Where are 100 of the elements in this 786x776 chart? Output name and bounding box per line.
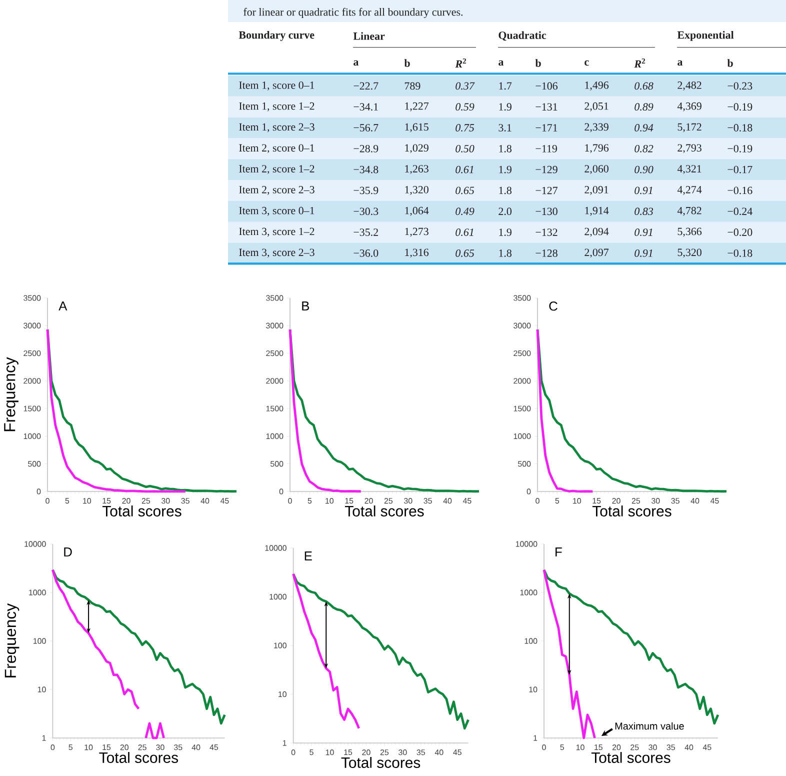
text: 0.50 (456, 144, 474, 152)
text: −171 (536, 124, 558, 132)
text: 1,227 (405, 102, 429, 112)
text: 0.94 (634, 124, 654, 132)
text: b (727, 59, 733, 67)
text: −0.16 (728, 186, 752, 194)
x-axis-title: Total scores (102, 505, 182, 516)
text: 2,060 (584, 165, 608, 174)
text: 2,339 (584, 123, 608, 132)
x-axis-title: Total scores (341, 756, 420, 768)
text: 5,366 (678, 228, 702, 237)
text: a (354, 60, 359, 66)
text: Item 3, score 0–1 (239, 206, 314, 216)
chart-title: C (549, 302, 558, 311)
text: −119 (536, 144, 557, 152)
text: 0.61 (456, 228, 474, 236)
text: for linear or quadratic fits for all boundary curves. (244, 8, 463, 18)
text: −35.2 (354, 228, 378, 236)
text: 1,029 (405, 144, 428, 154)
text: 1,263 (405, 165, 428, 174)
text: 2,482 (678, 81, 702, 90)
text: 2,051 (584, 102, 608, 112)
text: −106 (536, 82, 558, 90)
text: R$^{2}$ (634, 58, 646, 68)
text: a (678, 60, 683, 66)
text: b (535, 59, 541, 67)
text: 5,172 (678, 123, 702, 132)
text: Item 2, score 2–3 (239, 186, 314, 195)
text: 1,273 (405, 228, 428, 237)
text: 0.65 (456, 249, 474, 257)
text: 0.83 (634, 208, 654, 216)
chart-title: E (304, 552, 312, 560)
text: −0.19 (728, 144, 752, 152)
text: −22.7 (354, 82, 378, 90)
text: 2,793 (678, 144, 702, 154)
text: 0.91 (634, 228, 652, 236)
text: −129 (536, 166, 558, 174)
text: 2,097 (584, 248, 609, 258)
text: 1,316 (405, 248, 429, 258)
text: 4,274 (677, 186, 702, 195)
text: 4,369 (677, 102, 702, 112)
text: 0.65 (456, 186, 474, 194)
x-axis-title: Total scores (591, 752, 670, 763)
text: Item 2, score 1–2 (239, 165, 314, 174)
text: −34.1 (354, 103, 378, 111)
text: 0.90 (634, 166, 654, 174)
text: −0.19 (728, 103, 752, 111)
text: 1.8 (499, 249, 512, 257)
text: −128 (536, 249, 558, 257)
text: 1.7 (499, 82, 512, 90)
text: 1.9 (499, 103, 512, 111)
text: Item 1, score 2–3 (239, 123, 314, 132)
y-axis-title: Frequency (4, 357, 18, 432)
line-series (292, 572, 470, 730)
text: Item 1, score 0–1 (239, 81, 314, 90)
chart-title: F (556, 548, 562, 556)
text: −0.18 (728, 124, 752, 132)
text: 1,320 (405, 186, 428, 195)
chart-title: D (64, 548, 72, 556)
text: 0.91 (634, 186, 652, 194)
x-axis-title: Total scores (99, 752, 178, 763)
text: 1.9 (499, 166, 512, 174)
text: Item 3, score 1–2 (239, 228, 314, 237)
text: 2.0 (498, 208, 512, 216)
text: 0.75 (456, 124, 474, 132)
text: 1,064 (405, 206, 429, 216)
y-axis-title: Frequency (4, 603, 20, 678)
text: 4,782 (677, 206, 702, 216)
text: −56.7 (354, 124, 378, 132)
text: −34.8 (354, 166, 378, 174)
text: 0.37 (456, 82, 475, 90)
text: 4,321 (677, 165, 702, 174)
x-axis-title: Total scores (344, 505, 424, 516)
text: b (404, 59, 410, 67)
text: 0.89 (634, 103, 654, 111)
text: 789 (404, 82, 420, 90)
chart-title: B (302, 302, 310, 310)
annotation: Maximum value (615, 722, 684, 730)
text: −0.23 (728, 82, 752, 90)
text: −30.3 (354, 208, 378, 216)
text: 0.59 (456, 103, 474, 111)
text: 1,914 (585, 206, 609, 216)
text: 1.8 (499, 144, 512, 152)
text: Quadratic (498, 31, 546, 41)
x-axis-title: Total scores (592, 505, 672, 516)
text: a (498, 60, 504, 66)
text: 1,496 (585, 82, 609, 90)
text: −35.9 (354, 186, 378, 194)
text: 0.82 (634, 144, 654, 152)
line-series (292, 572, 360, 730)
text: Boundary curve (238, 30, 314, 41)
text: −0.18 (728, 249, 752, 257)
text: −0.20 (728, 228, 752, 236)
text: −28.9 (354, 144, 378, 152)
text: 0.68 (634, 82, 654, 90)
text: 0.49 (456, 208, 474, 216)
text: −132 (536, 228, 558, 236)
line-series (52, 568, 226, 725)
text: c (584, 60, 589, 66)
text: −130 (536, 208, 558, 216)
